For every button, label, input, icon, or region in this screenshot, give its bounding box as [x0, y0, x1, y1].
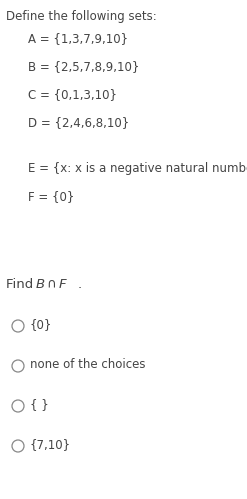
Text: D = {2,4,6,8,10}: D = {2,4,6,8,10} — [28, 116, 129, 129]
Text: Find: Find — [6, 278, 38, 291]
Text: {7,10}: {7,10} — [30, 438, 71, 451]
Text: F = {0}: F = {0} — [28, 190, 74, 203]
Text: { }: { } — [30, 398, 49, 411]
Text: A = {1,3,7,9,10}: A = {1,3,7,9,10} — [28, 32, 128, 45]
Text: E = {x: x is a negative natural number}: E = {x: x is a negative natural number} — [28, 162, 247, 175]
Text: {0}: {0} — [30, 318, 52, 331]
Text: B = {2,5,7,8,9,10}: B = {2,5,7,8,9,10} — [28, 60, 139, 73]
Text: Define the following sets:: Define the following sets: — [6, 10, 157, 23]
Text: C = {0,1,3,10}: C = {0,1,3,10} — [28, 88, 117, 101]
Text: none of the choices: none of the choices — [30, 358, 145, 371]
Text: .: . — [78, 278, 82, 291]
Text: $B\cap F$: $B\cap F$ — [35, 278, 69, 291]
